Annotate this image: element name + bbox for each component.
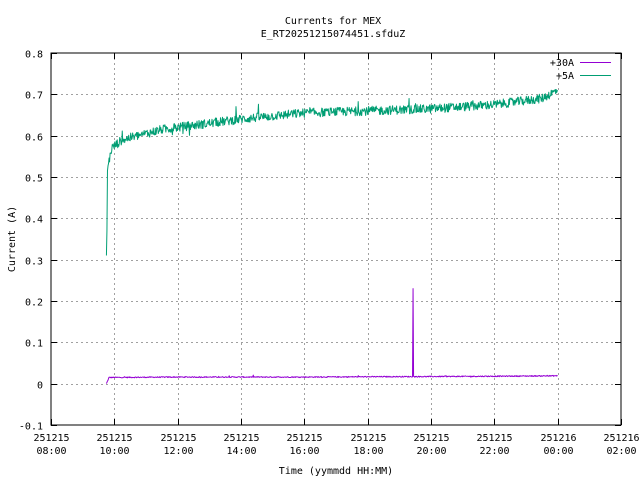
x-tick-label-date: 251215 <box>96 433 132 444</box>
x-tick-label-date: 251215 <box>476 433 512 444</box>
x-tick-label-time: 12:00 <box>163 446 193 457</box>
legend: +30A +5A <box>550 58 611 82</box>
y-tick-label: 0.1 <box>25 339 43 350</box>
chart-subtitle: E_RT20251215074451.sfduZ <box>261 29 406 40</box>
y-tick-label: 0.4 <box>25 215 43 226</box>
y-tick-label: 0.7 <box>25 91 43 102</box>
y-tick-label: 0.2 <box>25 298 43 309</box>
y-tick-label: -0.1 <box>19 422 43 433</box>
x-tick-label-time: 16:00 <box>289 446 319 457</box>
x-tick-label-date: 251215 <box>33 433 69 444</box>
x-tick-label-time: 22:00 <box>479 446 509 457</box>
x-tick-label-time: 14:00 <box>226 446 256 457</box>
x-tick-label-time: 10:00 <box>99 446 129 457</box>
plot-series <box>105 89 559 384</box>
axis-ticks: 251215 08:00 251215 10:00 251215 12:00 251215 1… <box>19 50 640 458</box>
x-tick-label-date: 251216 <box>603 433 639 444</box>
x-tick-label-date: 251215 <box>223 433 259 444</box>
y-tick-label: 0.5 <box>25 174 43 185</box>
series-line-plus30a <box>105 288 558 384</box>
grid <box>51 53 621 425</box>
legend-label: +30A <box>550 58 574 69</box>
x-axis-label: Time (yymmdd HH:MM) <box>279 466 393 477</box>
chart-title: Currents for MEX <box>285 16 381 27</box>
x-tick-label-time: 20:00 <box>416 446 446 457</box>
plot-frame <box>50 52 622 426</box>
legend-label: +5A <box>556 71 574 82</box>
y-axis-label: Current (A) <box>7 206 18 272</box>
y-tick-label: 0.3 <box>25 257 43 268</box>
x-tick-label-date: 251215 <box>413 433 449 444</box>
y-tick-label: 0 <box>37 381 43 392</box>
x-tick-label-date: 251215 <box>286 433 322 444</box>
x-tick-label-time: 08:00 <box>36 446 66 457</box>
x-tick-label-date: 251215 <box>350 433 386 444</box>
y-tick-label: 0.8 <box>25 50 43 61</box>
x-tick-label-date: 251215 <box>160 433 196 444</box>
y-tick-label: 0.6 <box>25 133 43 144</box>
x-tick-label-date: 251216 <box>540 433 576 444</box>
x-tick-label-time: 18:00 <box>353 446 383 457</box>
x-tick-label-time: 02:00 <box>606 446 636 457</box>
series-line-plus5a <box>105 89 559 256</box>
x-tick-label-time: 00:00 <box>543 446 573 457</box>
